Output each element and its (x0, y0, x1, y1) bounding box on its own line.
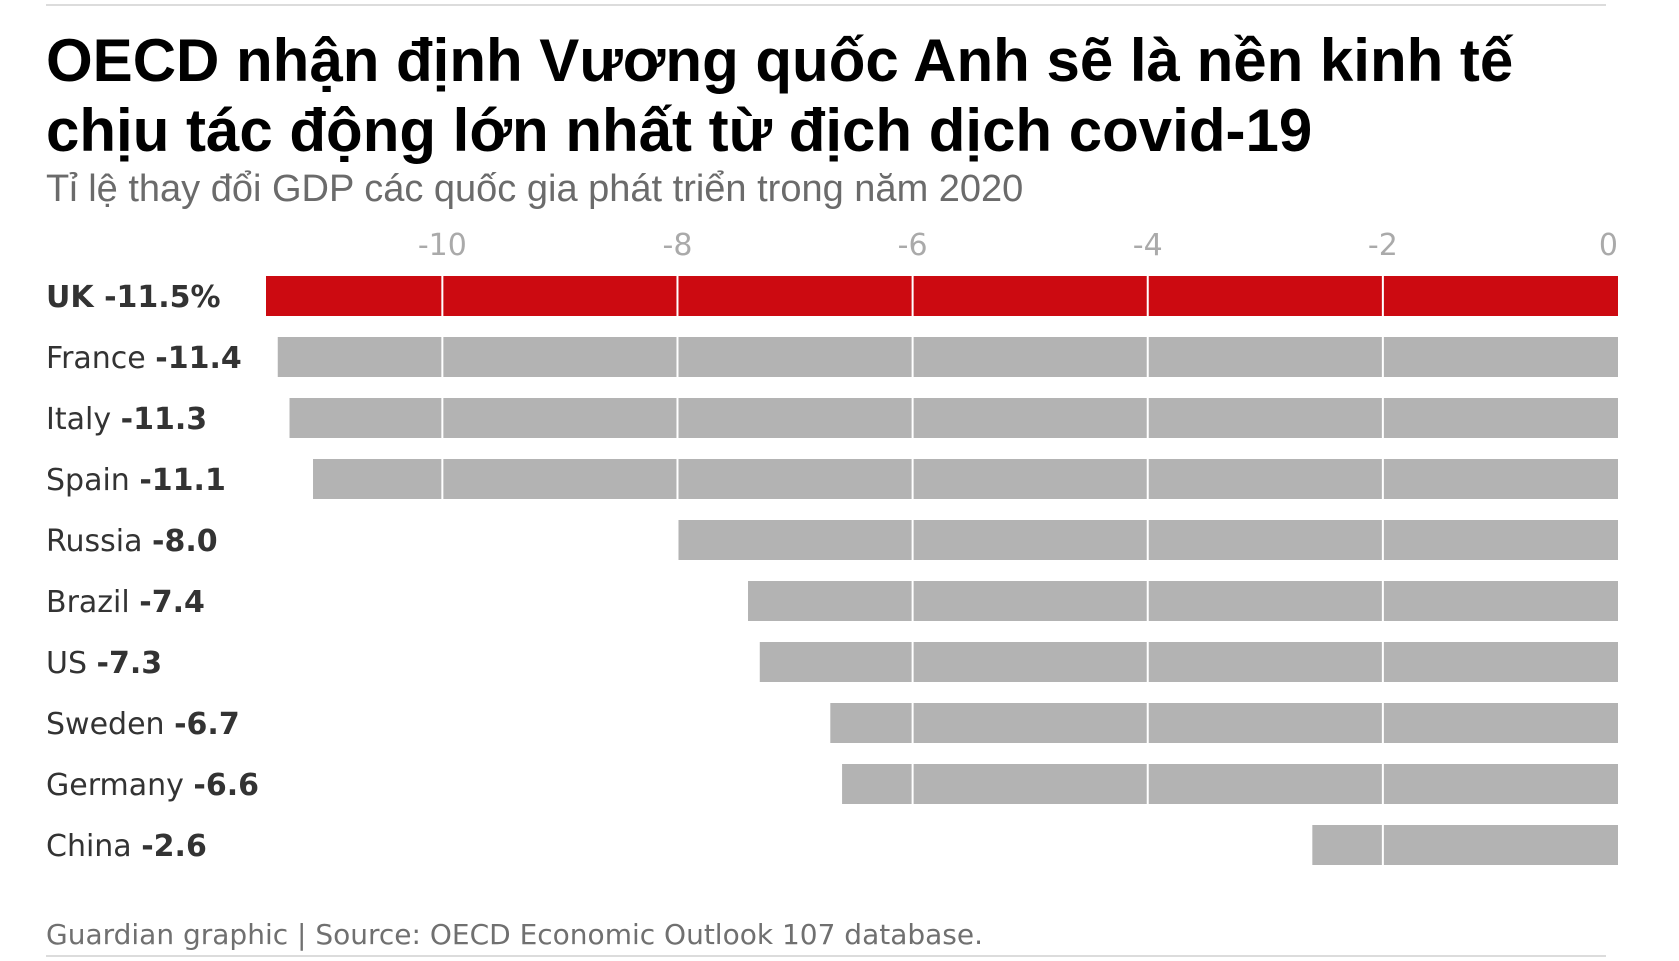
category-label: Italy -11.3 (46, 402, 207, 437)
country-name: Sweden (46, 707, 174, 742)
country-name: Spain (46, 463, 139, 498)
x-tick-label: -4 (1133, 228, 1163, 263)
value-label: -6.6 (193, 768, 259, 803)
category-label: UK -11.5% (46, 280, 221, 315)
value-label: -7.3 (97, 646, 163, 681)
x-tick-label: 0 (1599, 228, 1618, 263)
value-label: -7.4 (139, 585, 205, 620)
bar-spain (313, 459, 1618, 499)
category-label: Germany -6.6 (46, 768, 259, 803)
x-tick-label: -8 (663, 228, 693, 263)
country-name: Brazil (46, 585, 139, 620)
value-label: -11.1 (139, 463, 225, 498)
category-label: France -11.4 (46, 341, 242, 376)
category-label: US -7.3 (46, 646, 162, 681)
value-label: -2.6 (141, 829, 207, 864)
x-tick-label: -2 (1368, 228, 1398, 263)
chart-title: OECD nhận định Vương quốc Anh sẽ là nền … (46, 27, 1514, 164)
category-label: Brazil -7.4 (46, 585, 205, 620)
category-label: Spain -11.1 (46, 463, 226, 498)
source-note: Guardian graphic | Source: OECD Economic… (46, 918, 984, 951)
bar-germany (842, 764, 1618, 804)
country-name: China (46, 829, 141, 864)
value-label: -8.0 (152, 524, 218, 559)
bar-brazil (748, 581, 1618, 621)
value-label: -11.5% (104, 280, 221, 315)
category-label: Sweden -6.7 (46, 707, 240, 742)
bar-france (277, 337, 1618, 377)
country-name: UK (46, 280, 104, 315)
category-label: Russia -8.0 (46, 524, 218, 559)
chart-subtitle: Tỉ lệ thay đổi GDP các quốc gia phát tri… (46, 168, 1024, 210)
top-rule (46, 4, 1606, 6)
x-tick-label: -10 (418, 228, 467, 263)
value-label: -6.7 (174, 707, 240, 742)
bar-italy (289, 398, 1618, 438)
country-name: France (46, 341, 155, 376)
bar-china (1312, 825, 1618, 865)
bottom-rule (46, 955, 1606, 957)
value-label: -11.4 (155, 341, 241, 376)
country-name: US (46, 646, 97, 681)
category-label: China -2.6 (46, 829, 207, 864)
bar-sweden (830, 703, 1618, 743)
bar-chart: -10 -8 -6 -4 -2 0 UK -11.5% France -11.4 Italy -… (46, 228, 1618, 865)
value-label: -11.3 (121, 402, 207, 437)
bar-us (759, 642, 1618, 682)
country-name: Italy (46, 402, 121, 437)
bar-uk (266, 276, 1618, 316)
x-tick-label: -6 (898, 228, 928, 263)
country-name: Germany (46, 768, 193, 803)
country-name: Russia (46, 524, 152, 559)
